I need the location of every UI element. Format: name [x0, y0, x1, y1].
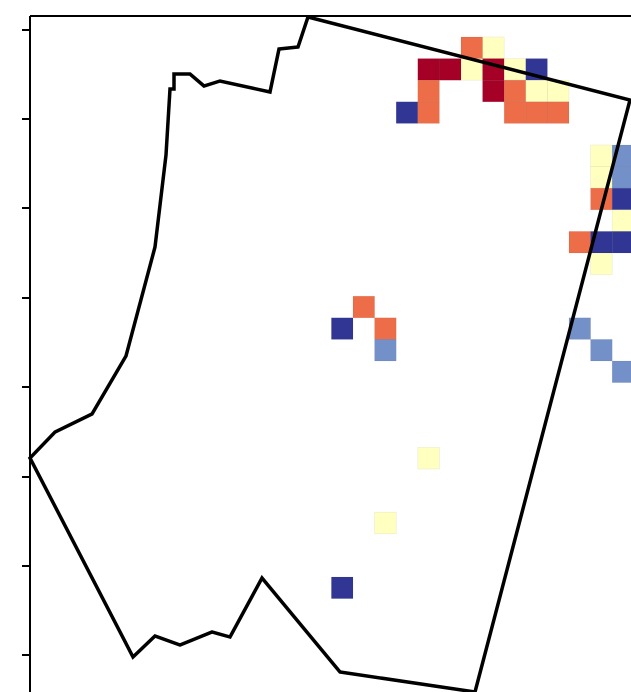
grid-cell-orange [353, 296, 375, 318]
grid-cell-light-blue [612, 167, 631, 189]
grid-cell-light-yellow [612, 210, 631, 232]
grid-cell-light-blue [591, 339, 613, 361]
grid-cell-light-yellow [526, 80, 548, 102]
grid-cell-orange [569, 231, 591, 253]
grid-cell-light-yellow [591, 253, 613, 275]
grid-cell-dark-blue [612, 231, 631, 253]
grid-cell-orange [504, 102, 526, 124]
grid-cell-dark-blue [612, 188, 631, 210]
grid-cell-light-blue [612, 361, 631, 383]
grid-cell-orange [375, 318, 397, 340]
grid-cell-orange [547, 102, 569, 124]
grid-cell-light-yellow [591, 145, 613, 167]
grid-cell-orange [461, 37, 483, 59]
grid-cell-orange [418, 80, 440, 102]
grid-cell-dark-blue [331, 318, 353, 340]
grid-cell-light-yellow [375, 512, 397, 534]
grid-cell-orange [418, 102, 440, 124]
grid-cell-light-blue [375, 339, 397, 361]
grid-cell-orange [526, 102, 548, 124]
grid-cell-orange [504, 80, 526, 102]
grid-cell-dark-blue [331, 577, 353, 599]
grid-cell-dark-red [439, 59, 461, 81]
grid-cell-light-yellow [418, 447, 440, 469]
grid-cell-dark-blue [396, 102, 418, 124]
grid-cell-dark-red [483, 80, 505, 102]
grid-cell-dark-red [418, 59, 440, 81]
grid-cell-light-yellow [483, 37, 505, 59]
